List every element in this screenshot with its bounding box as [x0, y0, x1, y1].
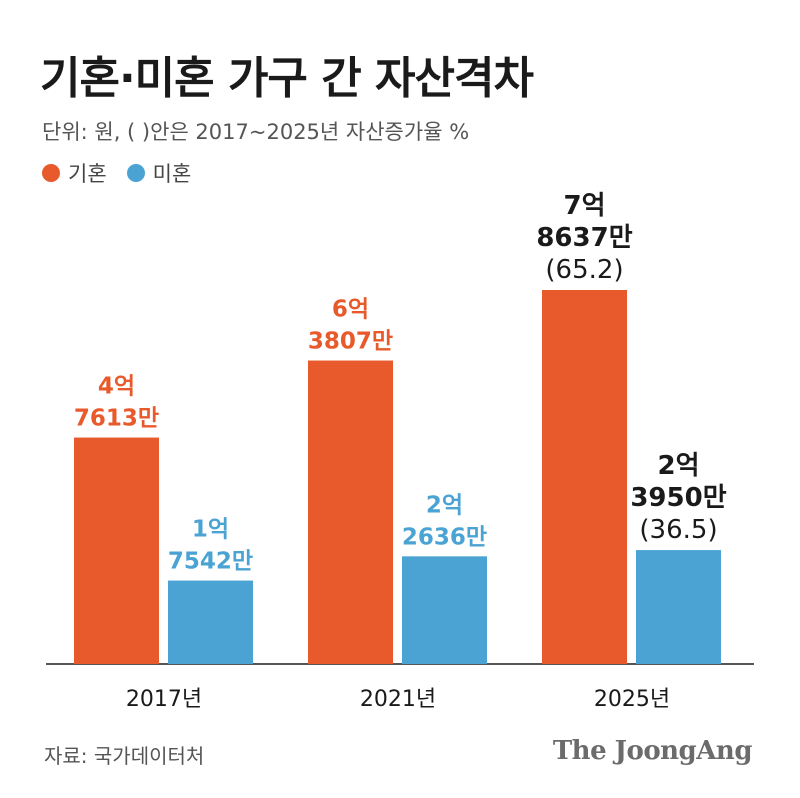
data-label-married-0-0: 4억: [98, 374, 135, 400]
x-tick-label-0: 2017년: [126, 687, 202, 712]
bar-married-2: [542, 290, 627, 664]
legend: 기혼 미혼: [42, 158, 211, 188]
data-label-unmarried-2-0: 2억: [657, 451, 699, 481]
x-tick-label-1: 2021년: [360, 687, 436, 712]
data-label-unmarried-0-0: 1억: [192, 517, 229, 543]
data-label-married-2-0: 7억: [563, 191, 605, 221]
x-tick-label-2: 2025년: [594, 687, 670, 712]
legend-item-married: 기혼: [42, 158, 107, 188]
data-label-married-2-1: 8637만: [536, 223, 632, 253]
legend-dot-unmarried: [126, 164, 145, 182]
bar-unmarried-0: [168, 580, 253, 664]
data-label-unmarried-2-2: (36.5): [639, 515, 717, 545]
data-label-unmarried-1-1: 2636만: [402, 524, 487, 550]
source-note: 자료: 국가데이터처: [44, 744, 205, 768]
legend-label-married: 기혼: [68, 162, 107, 186]
data-label-married-2-2: (65.2): [545, 255, 623, 285]
legend-item-unmarried: 미혼: [126, 158, 192, 188]
data-label-married-0-1: 7613만: [74, 406, 159, 432]
chart-subtitle: 단위: 원, ( )안은 2017~2025년 자산증가율 %: [42, 120, 470, 144]
data-label-married-1-0: 6억: [332, 297, 369, 323]
data-label-married-1-1: 3807만: [308, 329, 393, 355]
bar-married-1: [308, 360, 393, 664]
data-label-unmarried-0-1: 7542만: [168, 549, 253, 575]
bar-unmarried-1: [402, 556, 487, 664]
legend-dot-married: [42, 164, 60, 182]
legend-label-unmarried: 미혼: [152, 162, 192, 186]
bar-unmarried-2: [636, 550, 721, 664]
bar-married-0: [74, 437, 159, 664]
chart-title: 기혼·미혼 가구 간 자산격차: [40, 53, 534, 104]
data-label-unmarried-1-0: 2억: [426, 492, 463, 518]
brand-logo: The JoongAng: [552, 736, 753, 766]
data-label-unmarried-2-1: 3950만: [630, 483, 726, 513]
